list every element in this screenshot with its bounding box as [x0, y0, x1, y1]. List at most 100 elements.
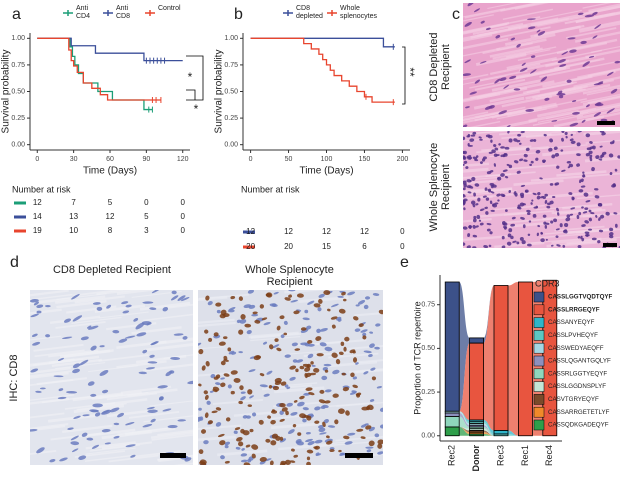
cd8-stain [201, 429, 207, 434]
nucleus [125, 304, 132, 308]
nucleus [280, 334, 285, 339]
fiber [30, 290, 69, 297]
nucleus [519, 158, 524, 162]
cd8-stain [224, 460, 230, 464]
nucleus [39, 387, 46, 390]
cd8-stain [271, 409, 276, 413]
nucleus [316, 328, 321, 334]
x-tick-label: Rec3 [495, 445, 505, 466]
nucleus [216, 309, 221, 314]
fiber [198, 318, 235, 324]
fiber [326, 360, 378, 368]
cd8-stain [306, 461, 311, 465]
nucleus [503, 225, 508, 229]
fiber [506, 46, 557, 58]
fiber [127, 388, 178, 397]
nucleus [314, 439, 323, 444]
nucleus [484, 206, 488, 210]
nucleus [337, 295, 344, 298]
nucleus [88, 325, 99, 330]
cd8-stain [305, 387, 313, 391]
nucleus [473, 8, 481, 13]
nucleus [146, 406, 155, 410]
nucleus [470, 200, 476, 205]
nucleus [511, 216, 516, 220]
fiber [463, 235, 509, 242]
legend-swatch [533, 419, 545, 431]
nucleus [491, 149, 496, 153]
histology-bottom-label: Whole Splenocyte Recipient [427, 142, 452, 232]
nucleus [533, 139, 537, 142]
nucleus [589, 141, 593, 144]
nucleus [544, 224, 548, 229]
nucleus [597, 240, 601, 244]
cd8-stain [341, 372, 346, 376]
y-tick-label: 0.25 [421, 389, 435, 396]
fiber [477, 24, 528, 37]
nucleus [290, 299, 298, 303]
cd8-stain [324, 400, 331, 404]
nucleus [594, 24, 602, 30]
fiber [576, 108, 620, 120]
fiber [71, 316, 122, 324]
nucleus [246, 330, 252, 335]
nucleus [513, 160, 519, 164]
nucleus [263, 321, 271, 326]
nucleus [463, 183, 467, 188]
risk-value: 15 [322, 242, 331, 251]
nucleus [502, 222, 508, 226]
nucleus [490, 139, 493, 143]
legend-label: CASSARRGETETLYF [548, 409, 610, 416]
fiber [85, 447, 136, 455]
cd8-stain [341, 291, 346, 296]
fiber [335, 435, 383, 442]
nucleus [569, 213, 574, 216]
nucleus [556, 165, 560, 169]
bracket [186, 55, 204, 101]
nucleus [516, 241, 520, 245]
micrograph [463, 131, 620, 248]
nucleus [584, 220, 590, 224]
x-tick-label: Rec2 [447, 445, 457, 466]
cd8-stain [289, 365, 297, 370]
nucleus [104, 442, 112, 445]
nucleus [90, 393, 97, 397]
nucleus [540, 76, 548, 82]
significance: * [188, 70, 193, 84]
fiber [586, 87, 620, 96]
cd8-stain [205, 360, 210, 367]
nucleus [519, 142, 522, 145]
cd8-stain [269, 344, 274, 350]
ihc-left-title: CD8 Depleted Recipient [52, 264, 171, 276]
risk-title: Number at risk [241, 184, 300, 194]
nucleus [86, 437, 94, 441]
cd8-stain [259, 456, 267, 462]
fiber [498, 146, 549, 153]
risk-value: 12 [322, 227, 331, 236]
nucleus [150, 418, 156, 423]
nucleus [530, 202, 533, 205]
nucleus [320, 406, 326, 409]
nucleus [351, 390, 357, 393]
nucleus [479, 208, 485, 212]
nucleus [124, 335, 136, 339]
cd8-stain [279, 402, 286, 408]
nucleus [542, 214, 547, 218]
fiber [72, 392, 123, 402]
fiber [504, 33, 556, 46]
nucleus [33, 301, 40, 306]
cd8-stain [230, 370, 238, 375]
nucleus [564, 222, 569, 228]
cd8-stain [211, 410, 218, 414]
risk-value: 0 [400, 227, 405, 236]
legend-label: CASSWEDYAEQFF [548, 345, 604, 352]
fiber [562, 202, 613, 210]
nucleus [566, 160, 572, 164]
legend-label: CASSQDKGADEQYF [548, 422, 609, 429]
nucleus [493, 163, 497, 167]
cd8-stain [272, 385, 280, 391]
nucleus [363, 371, 369, 375]
nucleus [544, 193, 548, 197]
nucleus [555, 228, 560, 231]
